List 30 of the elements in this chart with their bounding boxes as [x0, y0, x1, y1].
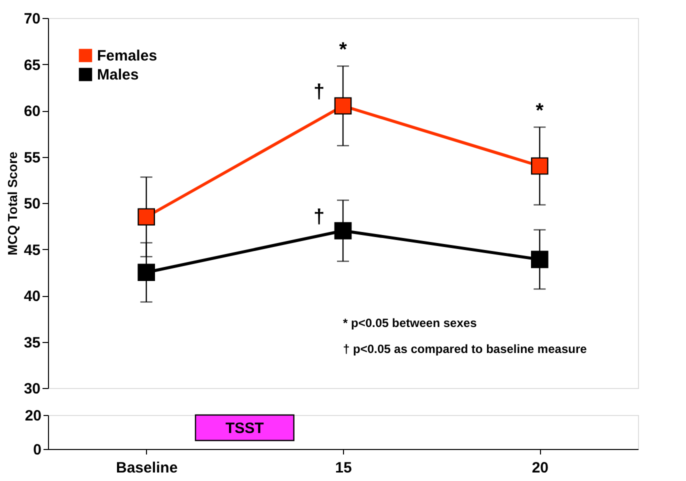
y-tick-label: 55: [24, 149, 40, 166]
annotation: †: [313, 80, 325, 103]
y-tick-label: 20: [24, 408, 42, 424]
y-tick-label: 50: [24, 196, 40, 212]
annotation: * p<0.05 between sexes: [343, 316, 478, 330]
y-tick-label: 0: [33, 442, 42, 458]
annotation: *: [339, 39, 348, 62]
y-tick-label: 65: [24, 56, 40, 74]
annotation: *: [536, 100, 544, 122]
y-tick-label: 40: [24, 288, 40, 305]
annotation: † p<0.05 as compared to baseline measure: [343, 342, 588, 356]
x-tick-label: Baseline: [116, 460, 178, 476]
annotation: TSST: [225, 420, 264, 437]
annotation: †: [313, 206, 325, 228]
point: [138, 264, 155, 282]
y-tick-label: 70: [24, 10, 40, 28]
point: [531, 250, 548, 268]
y-tick-label: 45: [24, 242, 40, 259]
point: [334, 222, 352, 240]
x-tick-label: 20: [532, 460, 549, 476]
x-tick-label: 15: [335, 460, 352, 476]
legend-label: Males: [97, 66, 139, 84]
y-tick-label: 60: [24, 103, 40, 120]
point: [531, 157, 548, 175]
y-tick-label: 30: [24, 380, 40, 398]
point: [334, 97, 352, 115]
point: [138, 208, 155, 226]
y-tick-label: 35: [24, 334, 40, 352]
legend-label: Females: [97, 48, 158, 64]
y-axis-title: MCQ Total Score: [4, 152, 20, 256]
